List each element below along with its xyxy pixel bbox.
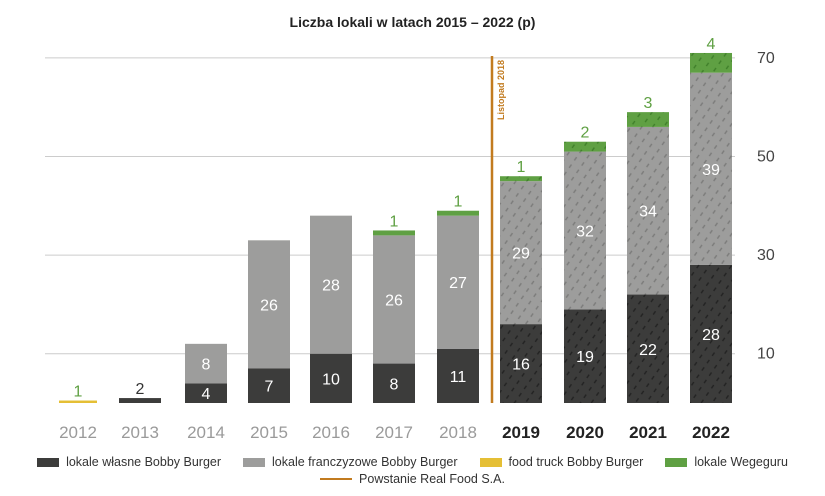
x-tick-label: 2017	[375, 423, 413, 442]
x-tick-label: 2018	[439, 423, 477, 442]
legend-label-wegeguru: lokale Wegeguru	[694, 455, 788, 469]
data-label-wegeguru: 2	[581, 125, 590, 142]
data-label-wegeguru: 1	[454, 194, 463, 211]
bar-franchise	[373, 235, 415, 364]
legend: lokale własne Bobby Burger lokale francz…	[0, 455, 825, 469]
data-label-franchise: 29	[512, 246, 530, 263]
legend-swatch-marker	[320, 478, 353, 480]
legend-swatch-foodtruck	[479, 457, 502, 467]
x-tick-label: 2013	[121, 423, 159, 442]
legend-swatch-wegeguru	[665, 457, 688, 467]
legend-item-own: lokale własne Bobby Burger	[37, 455, 221, 469]
data-label-franchise: 26	[260, 297, 278, 314]
marker-label: Listopad 2018	[496, 60, 506, 120]
data-label-franchise: 8	[202, 357, 211, 374]
data-label-own: 11	[450, 369, 467, 386]
bar-own	[373, 363, 415, 403]
y-tick-label: 30	[757, 247, 775, 264]
bar-wegeguru	[373, 230, 415, 236]
bar-wegeguru	[627, 112, 669, 127]
legend-label-marker: Powstanie Real Food S.A.	[359, 472, 505, 486]
data-label-own: 8	[390, 376, 399, 393]
x-tick-label: 2014	[187, 423, 225, 442]
bar-own	[185, 383, 227, 403]
chart-title: Liczba lokali w latach 2015 – 2022 (p)	[289, 14, 536, 30]
bar-franchise	[627, 126, 669, 295]
y-tick-label: 70	[757, 50, 775, 67]
x-tick-label: 2016	[312, 423, 350, 442]
data-label-franchise: 28	[322, 278, 340, 295]
bar-wegeguru	[690, 52, 732, 73]
data-label-own: 2	[136, 381, 145, 398]
bar-own	[248, 368, 290, 403]
bar-foodtruck	[59, 400, 97, 403]
legend-label-franchise: lokale franczyzowe Bobby Burger	[272, 455, 458, 469]
bar-own	[690, 264, 732, 403]
data-label-own: 22	[639, 342, 657, 359]
y-tick-label: 50	[757, 149, 775, 166]
data-label-own: 4	[202, 386, 211, 403]
bar-own	[310, 353, 352, 403]
data-label-own: 7	[265, 379, 274, 396]
bar-franchise	[248, 240, 290, 369]
data-label-franchise: 39	[702, 162, 720, 179]
bar-franchise	[500, 181, 542, 325]
data-label-own: 10	[322, 371, 340, 388]
bar-own	[564, 309, 606, 403]
bar-own	[500, 324, 542, 403]
legend-item-marker: Powstanie Real Food S.A.	[320, 472, 505, 486]
legend-item-wegeguru: lokale Wegeguru	[665, 455, 788, 469]
bar-franchise	[310, 215, 352, 354]
legend-swatch-own	[37, 457, 60, 467]
x-tick-label: 2019	[502, 423, 540, 442]
data-label-own: 28	[702, 327, 720, 344]
bar-franchise	[564, 151, 606, 310]
bar-franchise	[185, 343, 227, 384]
bar-franchise	[690, 72, 732, 265]
data-label-franchise: 34	[639, 204, 657, 221]
data-label-franchise: 32	[576, 223, 594, 240]
data-label-wegeguru: 1	[390, 213, 399, 230]
data-label-wegeguru: 1	[517, 159, 526, 176]
bar-own	[119, 398, 161, 403]
data-label-wegeguru: 4	[707, 36, 716, 53]
legend-swatch-franchise	[243, 457, 266, 467]
legend-label-own: lokale własne Bobby Burger	[66, 455, 222, 469]
x-tick-label: 2021	[629, 423, 667, 442]
legend-marker: Powstanie Real Food S.A.	[0, 472, 825, 486]
legend-label-foodtruck: food truck Bobby Burger	[508, 455, 644, 469]
legend-item-franchise: lokale franczyzowe Bobby Burger	[243, 455, 458, 469]
x-tick-label: 2015	[250, 423, 288, 442]
data-label-franchise: 26	[385, 292, 403, 309]
bar-wegeguru	[500, 176, 542, 182]
legend-item-foodtruck: food truck Bobby Burger	[479, 455, 644, 469]
data-label-wegeguru: 3	[644, 95, 653, 112]
bar-franchise	[437, 215, 479, 349]
y-tick-label: 10	[757, 346, 775, 363]
bar-own	[627, 294, 669, 403]
bar-wegeguru	[564, 141, 606, 152]
x-tick-label: 2012	[59, 423, 97, 442]
x-tick-label: 2020	[566, 423, 604, 442]
data-label-foodtruck: 1	[74, 384, 83, 401]
bar-own	[437, 348, 479, 403]
data-label-franchise: 27	[449, 275, 467, 292]
data-label-own: 19	[576, 349, 594, 366]
x-tick-label: 2022	[692, 423, 730, 442]
bar-wegeguru	[437, 210, 479, 216]
data-label-own: 16	[512, 357, 530, 374]
